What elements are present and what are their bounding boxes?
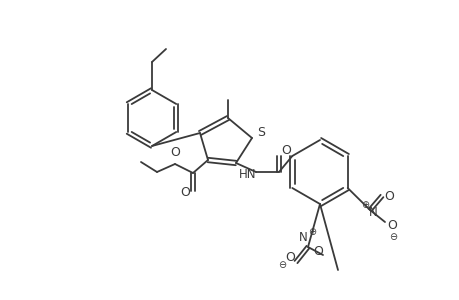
Text: HN: HN [239,167,256,181]
Text: O: O [280,143,290,157]
Text: O: O [383,190,393,203]
Text: N: N [298,232,307,244]
Text: O: O [170,146,179,160]
Text: O: O [313,245,322,259]
Text: O: O [179,187,190,200]
Text: ⊖: ⊖ [388,232,396,242]
Text: S: S [257,127,264,140]
Text: O: O [285,251,294,265]
Text: ⊕: ⊕ [307,227,315,237]
Text: O: O [386,220,396,232]
Text: ⊕: ⊕ [360,200,368,210]
Text: N: N [368,206,376,218]
Text: ⊖: ⊖ [277,260,285,270]
